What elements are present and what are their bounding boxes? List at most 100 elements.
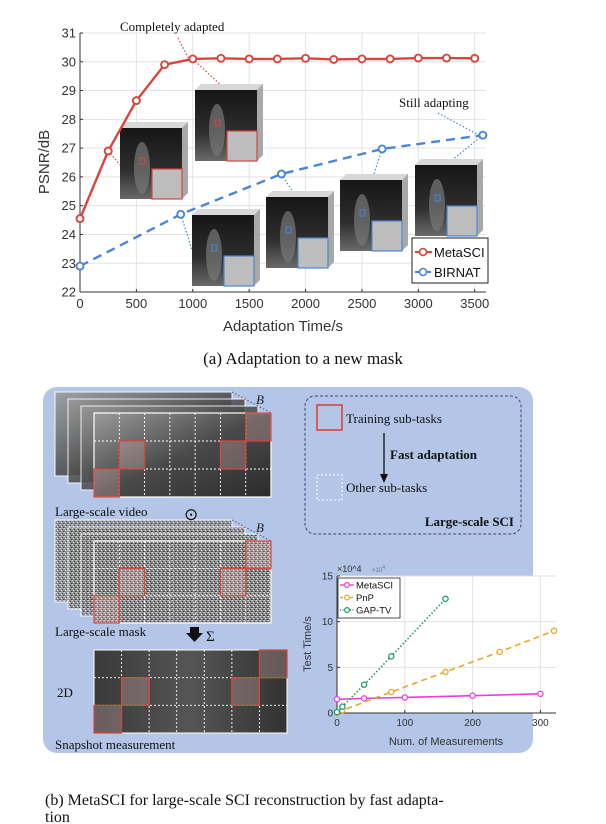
leader-line (280, 173, 297, 198)
player-figure (280, 211, 296, 263)
reconstruction-thumbnails (107, 37, 484, 287)
thumbnail-side (477, 159, 483, 236)
data-point-metasci (360, 695, 368, 702)
data-point-birnat (276, 169, 286, 179)
data-point-metasci (75, 214, 85, 224)
thumbnail (266, 191, 334, 269)
thumbnail (340, 174, 408, 252)
zoom-inset (223, 255, 255, 287)
data-point-gaptv (360, 681, 368, 688)
mask-label: Large-scale mask (55, 624, 147, 639)
legend-training: Training sub-tasks (346, 411, 442, 426)
data-point-metasci (329, 55, 339, 64)
training-cell (219, 567, 247, 597)
zoom-region (434, 194, 441, 202)
thumbnail-top (266, 191, 334, 197)
y-tick-label: 10 (322, 617, 334, 628)
data-point-metasci (244, 54, 254, 64)
zoom-region (214, 119, 221, 127)
legend-marker (418, 247, 428, 257)
training-cell (245, 540, 272, 569)
x-axis-label: Num. of Measurements (389, 736, 504, 748)
data-point-metasci (401, 694, 409, 701)
data-point-metasci (469, 692, 476, 699)
down-arrow-icon (186, 627, 203, 642)
legend-label: MetaSCI (434, 245, 485, 260)
thumbnail-side (254, 209, 260, 286)
y-tick-label: 15 (322, 572, 334, 583)
data-point-birnat (176, 209, 186, 219)
zoom-region (211, 244, 218, 252)
caption-a: (a) Adaptation to a new mask (203, 349, 403, 368)
thumbnail (192, 209, 260, 287)
legend: MetaSCI BIRNAT (411, 237, 489, 284)
caption-b-line1: (b) MetaSCI for large-scale SCI reconstr… (45, 792, 444, 809)
zoom-inset (446, 205, 478, 237)
front-frame (93, 540, 272, 624)
arrow-head-icon (380, 474, 388, 483)
legend-fast: Fast adaptation (390, 447, 478, 462)
zoom-inset (151, 168, 183, 200)
y-tick-label: 27 (62, 141, 76, 156)
data-point-pnp (388, 688, 395, 696)
training-cell (120, 677, 150, 706)
thumbnail (415, 159, 483, 237)
leader-line (107, 150, 121, 166)
player-figure (134, 142, 150, 194)
series (75, 53, 488, 271)
psnr-chart: 0 500 1000 1500 2000 2500 3000 3500 22 23 24 25 26 27… (36, 19, 489, 335)
data-point-birnat (75, 261, 85, 271)
mask-stack (54, 519, 272, 624)
depth-dots (231, 519, 272, 542)
series-line-birnat (79, 133, 484, 268)
video-label: Large-scale video (55, 504, 148, 519)
thumbnail-side (328, 191, 334, 268)
data-point-gaptv (442, 595, 449, 603)
zoom-inset (297, 237, 329, 269)
sci-diagram (54, 391, 288, 734)
y-tick-label: 30 (62, 54, 76, 69)
caption-b-line2: tion (45, 809, 70, 824)
y-tick-label: 24 (62, 227, 76, 242)
data-point-metasci (413, 53, 423, 63)
snapshot (93, 649, 288, 734)
data-point-metasci (442, 53, 451, 63)
video-stack (54, 391, 272, 498)
legend-label: GAP-TV (356, 606, 392, 617)
x-tick-label: 1500 (235, 296, 264, 311)
thumbnail-top (415, 159, 483, 165)
x-tick-label: 500 (126, 296, 148, 311)
annotation-completely-adapted: Completely adapted (120, 19, 225, 34)
y-multiplier: ×10^4 (337, 564, 362, 574)
x-tick-label: 2500 (347, 296, 376, 311)
axes: 0 100 200 300 0 5 10 15 (322, 572, 556, 729)
thumbnail-top (192, 209, 260, 215)
training-cell (118, 440, 146, 470)
leader-line (177, 37, 190, 60)
annotation-still-adapting: Still adapting (399, 95, 469, 110)
b-label-video: B (256, 392, 264, 407)
legend-marker (344, 581, 351, 588)
y-tick-label: 31 (62, 26, 76, 41)
data-point-metasci (131, 96, 141, 106)
thumbnail-side (182, 122, 188, 199)
data-point-metasci (301, 53, 311, 63)
thumbnail-top (340, 174, 408, 180)
legend-marker (344, 594, 351, 601)
training-cell (93, 595, 120, 624)
thumbnail-side (402, 174, 408, 251)
data-point-metasci (160, 60, 170, 70)
legend-marker (418, 267, 428, 277)
data-point-pnp (496, 648, 503, 656)
x-tick-label: 3500 (460, 296, 489, 311)
data-point-birnat (478, 130, 488, 140)
data-point-gaptv (333, 708, 341, 716)
player-figure (206, 229, 222, 281)
depth-dots (231, 391, 272, 414)
legend-label: BIRNAT (434, 265, 481, 280)
y-tick-label: 0 (327, 709, 333, 720)
series (333, 595, 558, 716)
legend-label: PnP (356, 593, 374, 604)
y-axis-label: PSNR/dB (36, 130, 53, 194)
